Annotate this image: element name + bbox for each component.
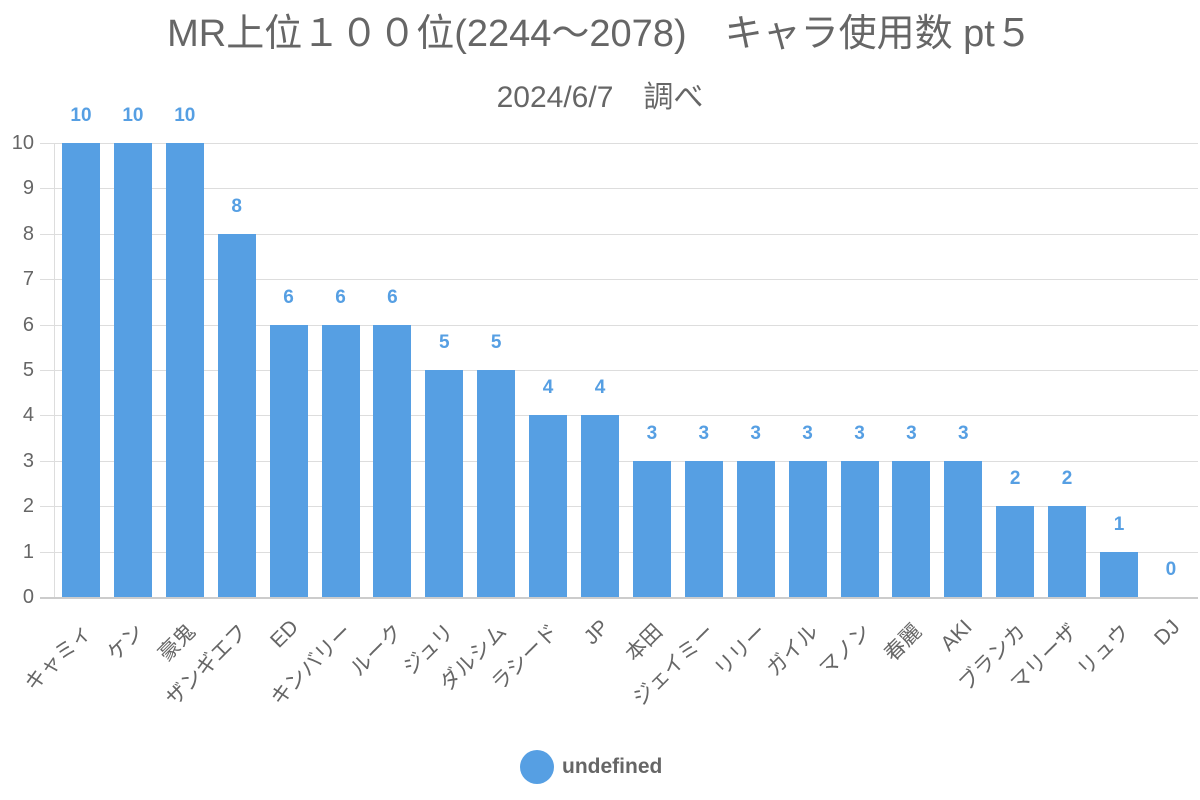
y-tick-label: 5 [22,359,34,381]
bar-value-label: 1 [1113,513,1125,535]
y-tick-label: 10 [11,132,34,154]
gridline [40,279,1198,281]
bar[interactable] [113,143,152,597]
x-tick-label: ルーク [346,619,408,681]
bar[interactable] [581,415,619,597]
x-tick-label: AKI [936,615,977,656]
bar-value-label: 6 [283,286,294,308]
y-tick-label: 9 [22,177,34,200]
gridline [40,188,1198,190]
gridline [40,506,1198,508]
y-tick-label: 8 [22,222,34,245]
x-tick-label: 春麗 [880,619,927,666]
legend-label: undefined [562,755,663,778]
bar-value-label: 3 [646,422,658,444]
bar-value-label: 10 [70,105,92,126]
bar[interactable] [996,506,1035,597]
bar[interactable] [477,370,516,597]
bar-value-label: 5 [490,332,502,353]
x-tick-label: マノン [814,619,876,681]
bar-value-label: 10 [174,105,196,126]
bar[interactable] [529,415,568,597]
gridline [40,551,1198,553]
x-tick-label: リリー [710,619,771,681]
bar[interactable] [321,324,360,597]
bar-value-label: 3 [906,422,917,444]
bar[interactable] [736,460,775,597]
x-tick-label: DJ [1149,615,1185,650]
x-tick-label: キャミィ [20,619,97,696]
x-tick-label: ケン [102,619,149,666]
bar[interactable] [892,460,931,597]
bar[interactable] [217,233,256,597]
bar-value-label: 3 [854,422,865,444]
bar[interactable] [632,460,671,597]
x-tick-label: JP [579,615,614,650]
y-tick-label: 3 [22,449,34,472]
gridline [40,370,1198,371]
bar[interactable] [165,143,204,597]
bar[interactable] [373,324,412,597]
bar[interactable] [1100,551,1138,597]
x-tick-label: ガイル [761,619,823,681]
bar-value-label: 3 [698,422,710,444]
legend[interactable]: undefined [520,750,662,784]
bar-value-label: 2 [1009,468,1021,490]
gridline [40,415,1198,417]
bar-value-label: 6 [387,286,398,308]
bar[interactable] [944,460,983,597]
bar[interactable] [788,460,827,597]
y-tick-label: 6 [22,313,34,336]
bar-value-label: 3 [802,422,813,444]
bar-value-label: 6 [335,286,346,308]
bar-value-label: 5 [439,332,450,353]
gridline [40,324,1198,326]
legend-swatch-icon [520,750,554,784]
bar-value-label: 0 [1165,559,1177,580]
bar-value-label: 3 [750,422,761,444]
bar[interactable] [269,324,308,597]
bar-value-label: 4 [594,377,606,399]
x-tick-label: ED [265,615,303,653]
bar[interactable] [1048,506,1087,597]
bar[interactable] [840,460,879,597]
y-tick-label: 0 [22,586,34,608]
gridline [40,143,1198,144]
bar-value-label: 2 [1061,468,1073,490]
y-tick-label: 2 [22,495,34,518]
bar[interactable] [684,460,723,597]
gridline [40,460,1198,462]
bar-value-label: 4 [542,377,554,399]
bar-value-label: 10 [122,105,144,126]
y-tick-label: 7 [22,268,34,291]
gridline [40,233,1198,235]
bar-value-label: 3 [958,422,969,444]
chart-subtitle: 2024/6/7 調べ [496,81,704,114]
bar-value-label: 8 [231,195,242,217]
chart-title: MR上位１００位(2244～2078) キャラ使用数 pt５ [167,13,1033,55]
bar[interactable] [62,143,100,597]
y-tick-label: 1 [22,540,34,563]
gridline [40,597,1198,599]
x-tick-label: リュウ [1073,619,1135,681]
y-tick-label: 4 [22,404,34,427]
bar[interactable] [425,370,464,597]
